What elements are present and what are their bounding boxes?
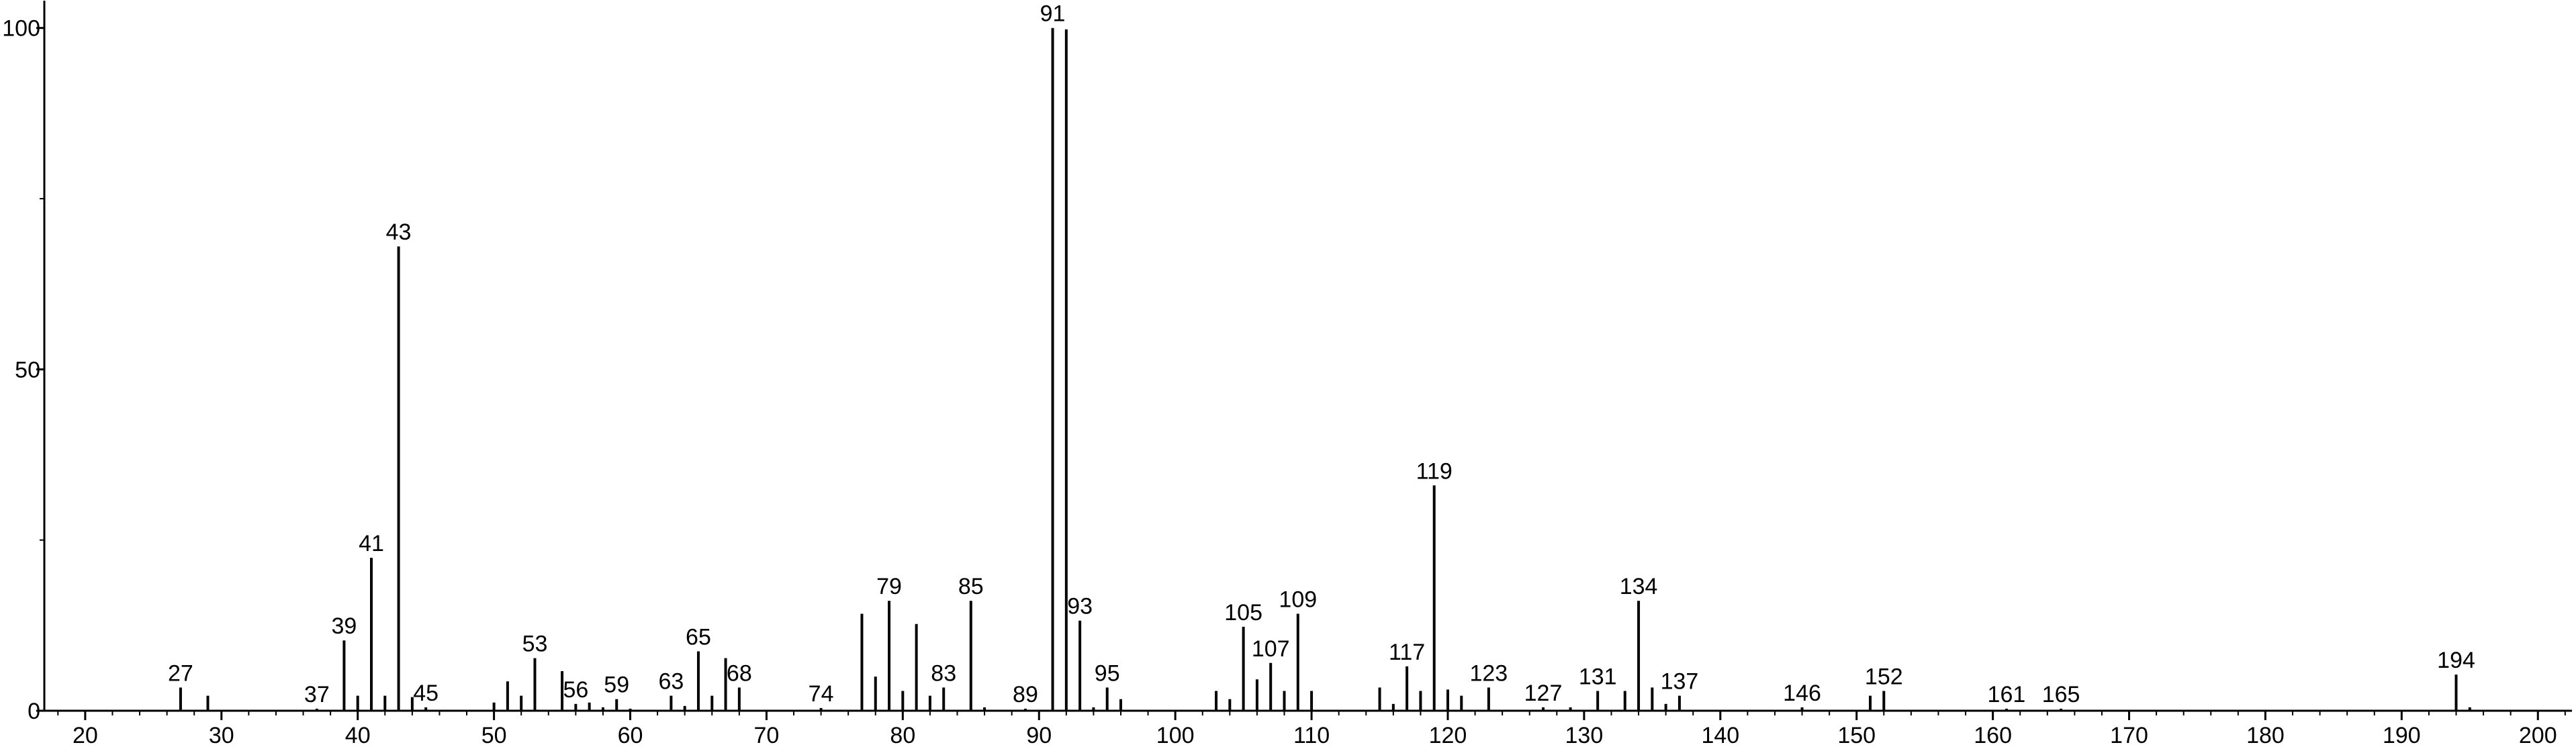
peak-label: 146 bbox=[1783, 681, 1821, 706]
x-tick-label: 80 bbox=[890, 723, 915, 748]
x-tick-label: 20 bbox=[73, 723, 98, 748]
peak-label: 131 bbox=[1579, 664, 1617, 689]
peak-label: 107 bbox=[1252, 636, 1290, 662]
peak-label: 63 bbox=[658, 669, 684, 695]
peak-label: 165 bbox=[2042, 682, 2080, 707]
peak-label: 79 bbox=[876, 574, 902, 599]
peak-label: 83 bbox=[931, 660, 956, 686]
y-tick-label: 100 bbox=[2, 16, 40, 42]
y-tick-label: 50 bbox=[15, 357, 40, 383]
peak-label: 119 bbox=[1416, 458, 1453, 484]
x-tick-label: 140 bbox=[1701, 723, 1739, 748]
peak-label: 105 bbox=[1224, 600, 1262, 626]
x-tick-label: 200 bbox=[2519, 723, 2557, 748]
x-tick-label: 130 bbox=[1565, 723, 1604, 748]
peak-label: 137 bbox=[1661, 669, 1699, 695]
peak-label: 117 bbox=[1389, 640, 1425, 665]
x-tick-label: 30 bbox=[209, 723, 234, 748]
peak-label: 74 bbox=[809, 681, 834, 707]
x-tick-label: 100 bbox=[1156, 723, 1195, 748]
peak-label: 59 bbox=[604, 672, 629, 698]
x-tick-label: 170 bbox=[2110, 723, 2148, 748]
peak-label: 53 bbox=[522, 632, 548, 657]
peak-label: 134 bbox=[1620, 574, 1658, 599]
peak-label: 37 bbox=[304, 682, 330, 707]
peak-label: 56 bbox=[563, 677, 588, 703]
x-tick-label: 180 bbox=[2246, 723, 2285, 748]
peak-label: 152 bbox=[1865, 664, 1903, 689]
peak-label: 161 bbox=[1988, 682, 2026, 707]
peak-label: 27 bbox=[168, 660, 193, 686]
peak-label: 39 bbox=[331, 613, 357, 639]
x-tick-label: 40 bbox=[345, 723, 371, 748]
x-tick-label: 50 bbox=[481, 723, 507, 748]
peak-label: 194 bbox=[2437, 648, 2475, 673]
peak-label: 91 bbox=[1040, 1, 1066, 27]
peak-label: 41 bbox=[359, 531, 384, 556]
peak-label: 93 bbox=[1067, 594, 1093, 619]
x-tick-label: 160 bbox=[1974, 723, 2012, 748]
peak-label: 89 bbox=[1013, 682, 1038, 707]
peak-label: 43 bbox=[386, 219, 412, 245]
peak-label: 68 bbox=[727, 660, 752, 686]
x-tick-label: 110 bbox=[1293, 723, 1330, 748]
peak-label: 109 bbox=[1279, 587, 1317, 613]
peak-label: 127 bbox=[1524, 681, 1563, 706]
x-tick-label: 90 bbox=[1026, 723, 1052, 748]
x-tick-label: 190 bbox=[2383, 723, 2421, 748]
peak-label: 85 bbox=[958, 574, 984, 599]
x-tick-label: 150 bbox=[1837, 723, 1876, 748]
x-tick-label: 70 bbox=[754, 723, 780, 748]
peak-label: 123 bbox=[1469, 660, 1508, 686]
x-tick-label: 60 bbox=[618, 723, 643, 748]
peak-label: 65 bbox=[686, 624, 711, 650]
y-tick-label: 0 bbox=[28, 699, 40, 724]
peak-label: 45 bbox=[413, 681, 439, 706]
peak-label: 95 bbox=[1095, 660, 1120, 686]
x-tick-label: 120 bbox=[1429, 723, 1467, 748]
